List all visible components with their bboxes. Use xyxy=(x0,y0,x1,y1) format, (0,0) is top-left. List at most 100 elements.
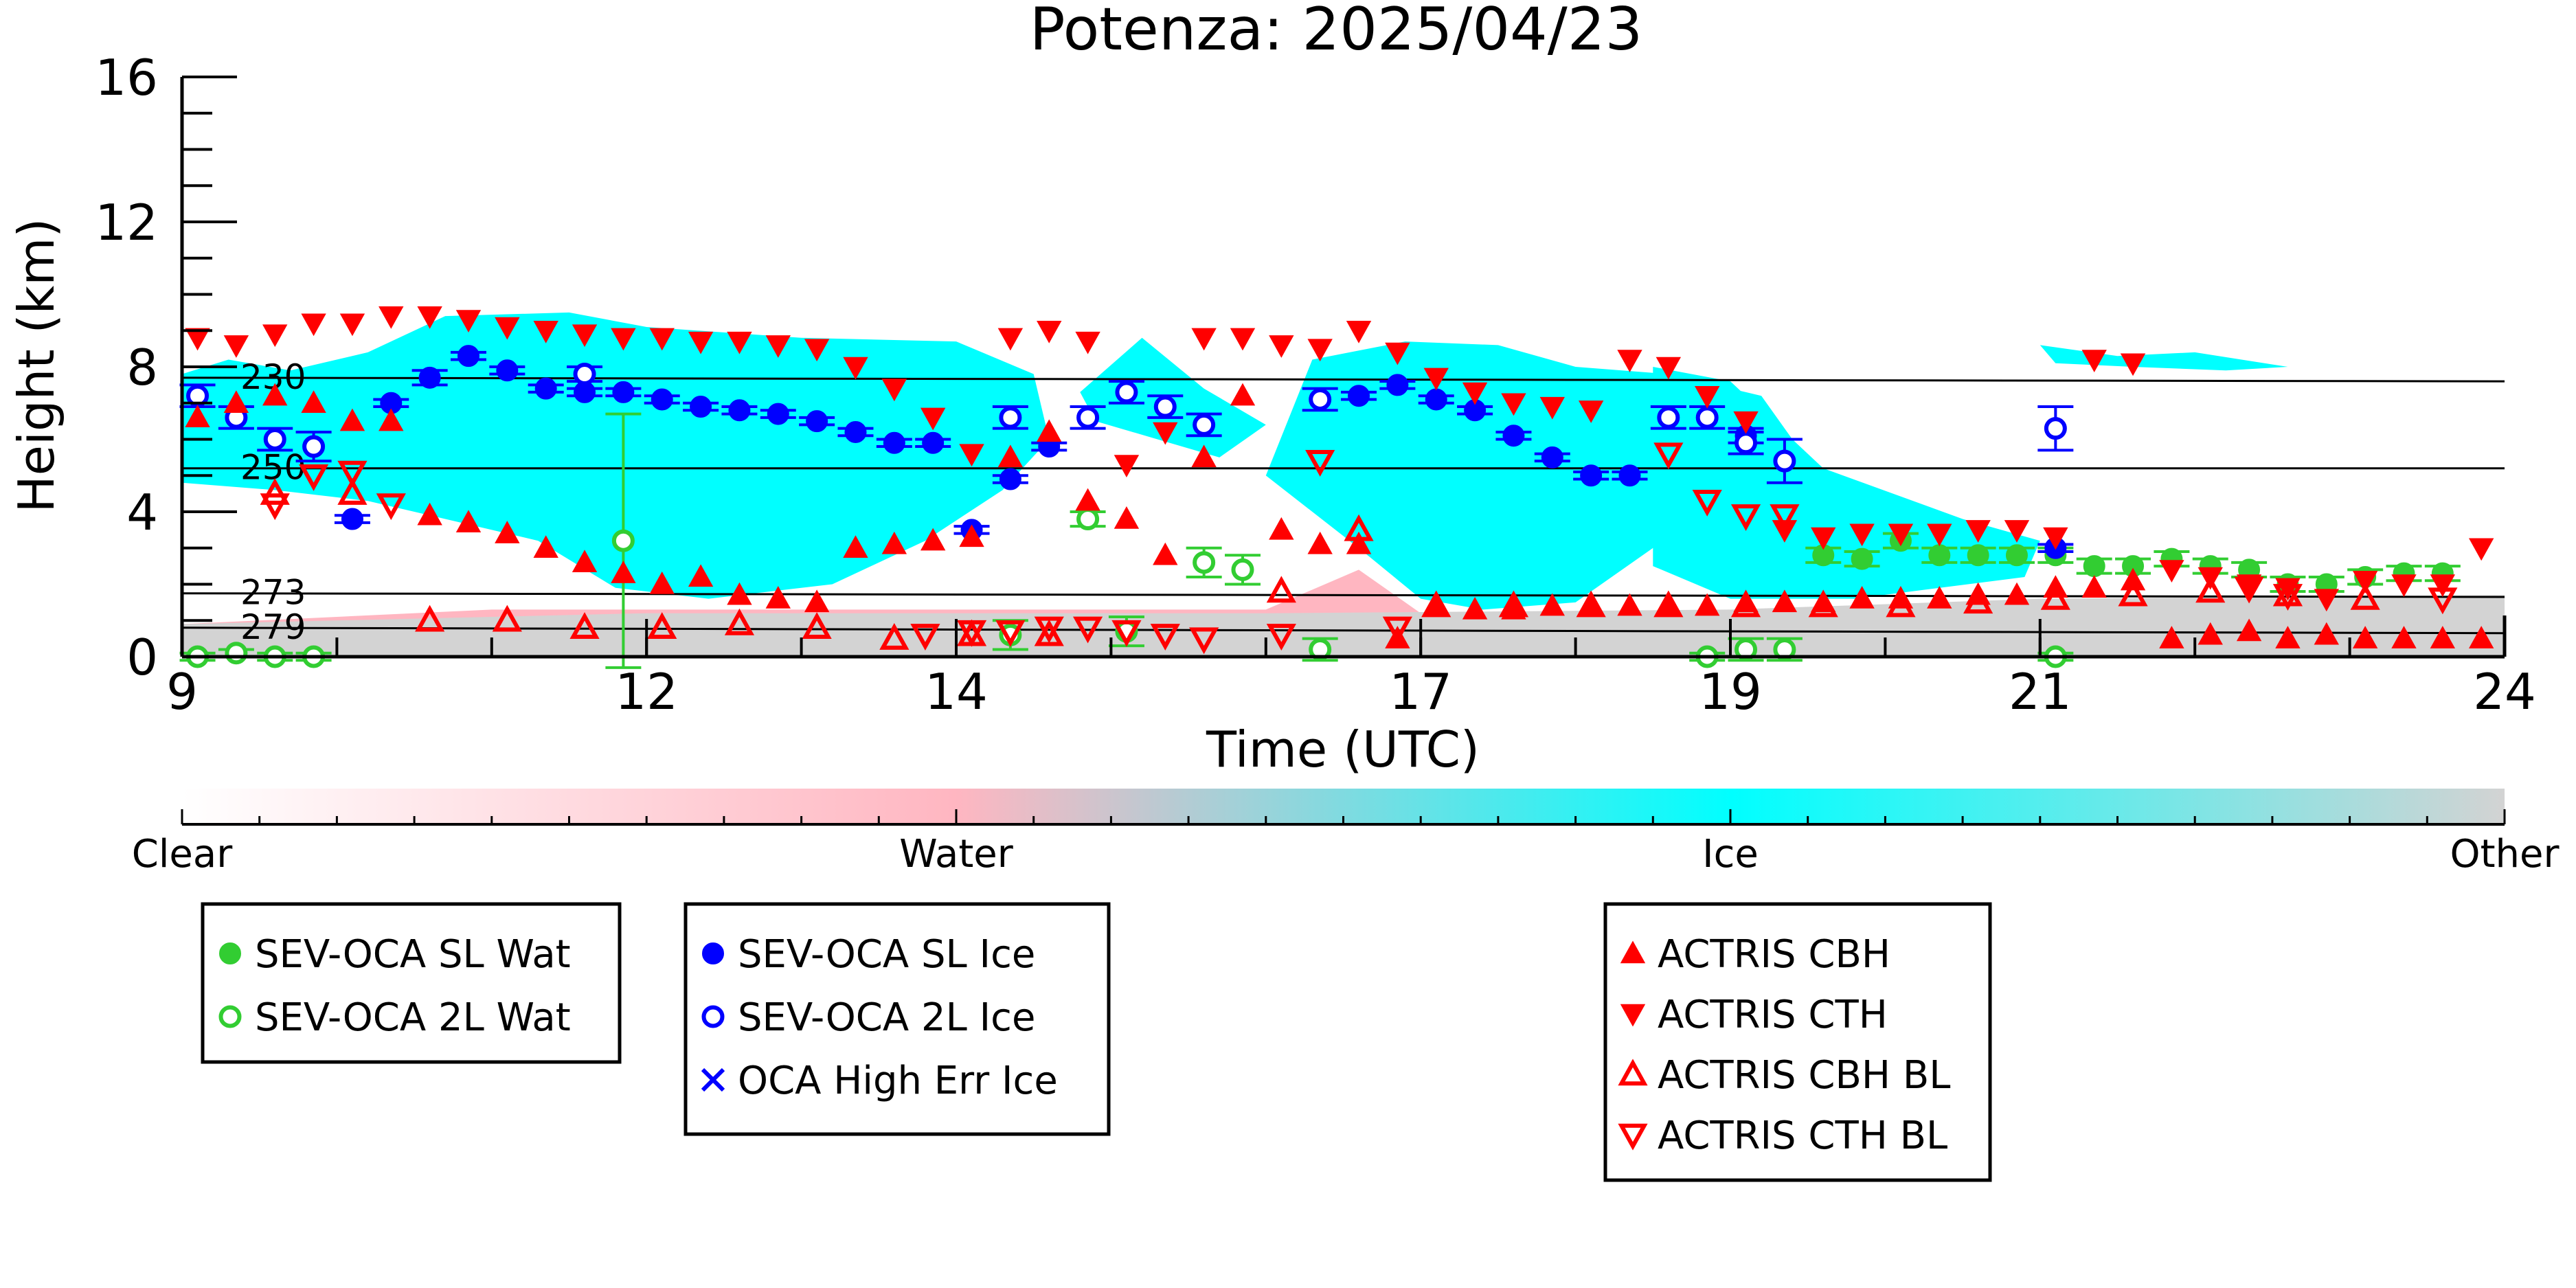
data-point xyxy=(1692,489,1722,517)
data-point xyxy=(376,493,406,521)
actris-cth-series xyxy=(185,306,2494,612)
legend-label: SEV-OCA SL Ice xyxy=(738,932,1035,977)
data-point xyxy=(1382,616,1412,644)
data-point xyxy=(1498,590,1529,618)
data-point xyxy=(959,444,984,467)
data-point xyxy=(2275,578,2301,601)
data-point xyxy=(728,399,751,422)
data-point xyxy=(185,328,210,351)
data-point xyxy=(1653,590,1684,618)
legend-label: ACTRIS CTH BL xyxy=(1658,1114,1947,1158)
data-point xyxy=(572,550,598,573)
data-point xyxy=(1034,619,1064,646)
x-tick-label: 14 xyxy=(925,663,988,721)
data-point xyxy=(301,390,326,413)
data-point xyxy=(1541,446,1563,468)
data-point xyxy=(688,564,714,587)
data-point xyxy=(1114,455,1140,477)
colorbar-label: Ice xyxy=(1702,832,1759,877)
data-point xyxy=(457,345,479,368)
data-point xyxy=(1348,385,1370,407)
legend-item-sev-oca-sl-wat: SEV-OCA SL Wat xyxy=(219,932,571,977)
isotherm-line xyxy=(181,592,2505,598)
legend-marker xyxy=(219,942,241,964)
data-point xyxy=(2314,622,2339,645)
data-point xyxy=(879,622,909,650)
legend-frame xyxy=(683,902,1111,1136)
data-point xyxy=(496,359,519,382)
data-point xyxy=(1617,350,1642,373)
data-point xyxy=(2083,555,2105,578)
data-point xyxy=(724,608,755,635)
data-point xyxy=(2004,520,2030,543)
data-point xyxy=(2005,544,2028,567)
data-point xyxy=(1888,523,1914,547)
data-point xyxy=(1735,431,1758,455)
data-point xyxy=(1076,406,1100,429)
data-point xyxy=(569,612,600,639)
data-point xyxy=(1111,620,1142,647)
data-point xyxy=(2391,574,2417,598)
legend-marker xyxy=(701,1005,725,1028)
x-tick-label: 12 xyxy=(615,663,678,721)
data-point xyxy=(225,642,248,665)
data-point xyxy=(1269,517,1294,540)
data-point xyxy=(920,528,946,551)
data-point xyxy=(999,406,1022,429)
data-point xyxy=(1772,520,1798,543)
data-point xyxy=(455,510,482,533)
data-point xyxy=(1425,388,1447,411)
data-point xyxy=(1230,383,1256,406)
legend-marker xyxy=(1618,1123,1648,1151)
data-point xyxy=(337,477,368,505)
legend-marker xyxy=(218,1005,242,1028)
colorbar-label: Water xyxy=(899,832,1014,877)
axes: 0 4 8 12 16 9 12 14 17 19 21 24 xyxy=(95,49,2535,721)
data-point xyxy=(1307,339,1333,362)
data-point xyxy=(1851,547,1873,570)
legend: SEV-OCA SL Wat SEV-OCA 2L Wat SEV-OCA SL I… xyxy=(201,902,1992,1182)
data-point xyxy=(2081,350,2107,373)
data-point xyxy=(263,428,286,451)
data-point xyxy=(1075,331,1100,354)
data-point xyxy=(1346,321,1372,343)
data-point xyxy=(2430,626,2456,648)
data-point xyxy=(804,589,830,613)
data-point xyxy=(495,317,520,340)
data-point xyxy=(920,407,946,431)
data-point xyxy=(534,377,557,400)
legend-item-sev-oca-sl-ice: SEV-OCA SL Ice xyxy=(702,932,1035,977)
data-point xyxy=(2468,626,2494,648)
legend-label: SEV-OCA 2L Ice xyxy=(738,995,1035,1040)
data-point xyxy=(533,535,558,558)
data-point xyxy=(1927,586,1952,609)
data-point xyxy=(379,306,404,329)
data-point xyxy=(910,624,940,651)
legend-label: ACTRIS CBH BL xyxy=(1658,1053,1950,1098)
data-point xyxy=(2234,576,2264,604)
legend-item-actris-cth-bl: ACTRIS CTH BL xyxy=(1618,1114,1947,1158)
chart-title: Potenza: 2025/04/23 xyxy=(1030,0,1642,64)
data-point xyxy=(2275,626,2301,648)
isotherm-label: 250 xyxy=(240,448,306,488)
data-point xyxy=(2428,587,2458,615)
actris-cth-bl-series xyxy=(260,442,2458,655)
data-point xyxy=(339,408,365,431)
data-point xyxy=(1730,590,1761,618)
legend-item-sev-oca-2l-wat: SEV-OCA 2L Wat xyxy=(218,995,571,1040)
data-point xyxy=(1963,587,1993,614)
data-point xyxy=(611,529,635,552)
data-point xyxy=(1733,411,1759,434)
legend-item-actris-cbh: ACTRIS CBH xyxy=(1620,932,1890,977)
data-point xyxy=(802,612,832,639)
data-point xyxy=(185,405,210,428)
data-point xyxy=(2468,538,2494,561)
data-point xyxy=(1231,558,1254,581)
data-point xyxy=(1269,335,1294,358)
data-point xyxy=(1034,616,1064,644)
data-point xyxy=(417,502,442,526)
data-point xyxy=(2120,567,2146,591)
y-tick-label: 12 xyxy=(95,194,158,251)
data-point xyxy=(1344,514,1374,541)
